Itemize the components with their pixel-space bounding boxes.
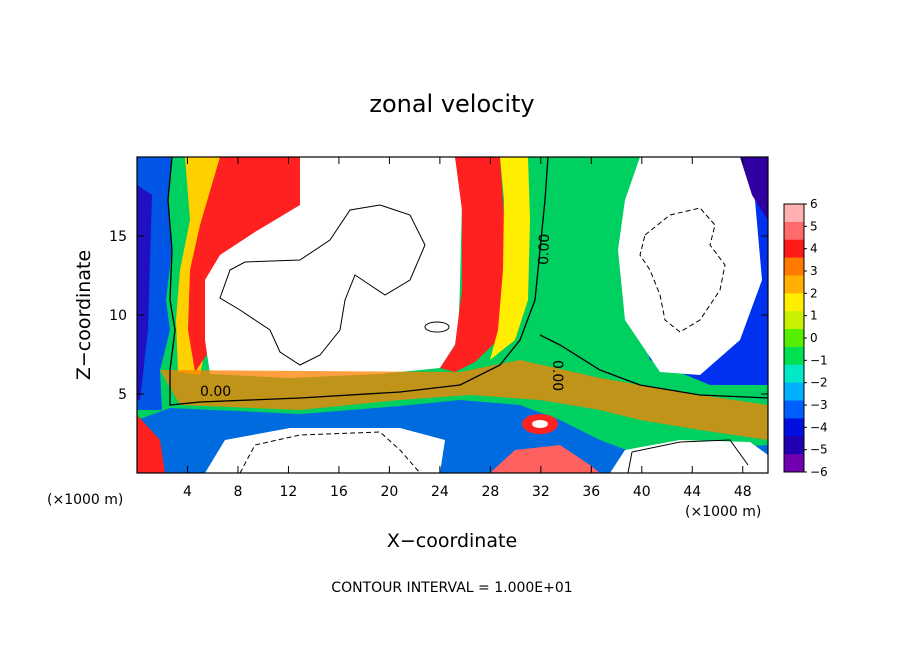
bottom-calm-region	[205, 428, 445, 473]
x-tick-label: 20	[380, 484, 398, 500]
contour-label: 0.00	[536, 233, 553, 265]
x-tick-label: 12	[280, 484, 298, 500]
mid-bottom-warm-features	[490, 445, 600, 473]
colorbar-swatch	[784, 239, 804, 259]
colorbar-swatch	[784, 364, 804, 384]
central-plume-yellow	[490, 157, 530, 360]
colorbar-label: −1	[810, 353, 828, 367]
closed-contour-center	[219, 204, 426, 366]
x-tick-label: 24	[431, 484, 449, 500]
colorbar-swatch	[784, 311, 804, 330]
x-tick-label: 16	[330, 484, 348, 500]
colorbar-swatch	[784, 204, 804, 223]
small-contour-loop	[424, 321, 450, 333]
right-calm-region	[618, 157, 762, 375]
colorbar-swatch	[784, 400, 804, 419]
colorbar-swatch	[784, 436, 804, 455]
y-tick-label: 5	[118, 387, 127, 403]
x-tick-label: 44	[683, 484, 701, 500]
x-tick-label: 48	[734, 484, 752, 500]
colorbar-label: −3	[810, 398, 828, 412]
contour-label: 0.00	[200, 384, 231, 400]
colorbar-label: 5	[810, 219, 818, 233]
colorbar-swatch	[784, 257, 804, 276]
colorbar-swatch	[784, 221, 804, 241]
left-edge-band	[137, 185, 152, 400]
colorbar-label: 0	[810, 331, 818, 345]
x-tick-label: 8	[233, 484, 242, 500]
x-axis-label: X−coordinate	[387, 530, 517, 552]
chart-title: zonal velocity	[369, 90, 534, 118]
colorbar-swatch	[784, 275, 804, 294]
x-tick-label: 4	[183, 484, 192, 500]
colorbar-label: −2	[810, 376, 828, 390]
colorbar: 6 5 4 3 2 1 0 −1 −2 −3 −4 −5 −6	[783, 197, 828, 479]
lower-warm-band	[160, 360, 768, 440]
zero-contour-left	[167, 157, 549, 406]
colorbar-swatch	[784, 293, 804, 312]
colorbar-swatch	[784, 454, 804, 473]
dashed-contour-right	[639, 207, 726, 333]
colorbar-label: −4	[810, 420, 828, 434]
x-tick-label: 32	[532, 484, 550, 500]
colorbar-label: 6	[810, 197, 818, 211]
x-tick-label: 28	[481, 484, 499, 500]
y-axis-ticks: 5 10 15	[109, 229, 768, 403]
y-tick-label: 15	[109, 229, 127, 245]
central-calm-region	[205, 157, 462, 378]
bottom-left-warm-patch	[137, 415, 165, 473]
solid-contour-bottom-right	[627, 439, 749, 473]
colorbar-label: −6	[810, 465, 828, 479]
y-axis-label: Z−coordinate	[73, 250, 95, 380]
contour-label: 0.00	[549, 360, 565, 391]
central-warm-plume	[440, 157, 505, 372]
y-axis-unit: (×1000 m)	[47, 492, 123, 508]
contour-interval-note: CONTOUR INTERVAL = 1.000E+01	[331, 580, 572, 596]
colorbar-label: 1	[810, 309, 818, 323]
colorbar-swatch	[784, 382, 804, 402]
x-tick-label: 40	[633, 484, 651, 500]
right-edge-purple	[740, 157, 768, 220]
colorbar-swatch	[784, 346, 804, 366]
colorbar-swatch	[784, 418, 804, 437]
warm-eddy-core	[532, 420, 548, 428]
colorbar-label: −5	[810, 443, 828, 457]
colorbar-label: 2	[810, 286, 818, 300]
x-tick-label: 36	[582, 484, 600, 500]
y-tick-label: 10	[109, 308, 127, 324]
x-axis-unit: (×1000 m)	[685, 504, 761, 520]
zero-contour-mid	[539, 334, 768, 399]
x-axis-ticks: 4 8 12 16 20 24 28 32 36 40 44 48	[183, 157, 752, 500]
colorbar-swatch	[784, 329, 804, 348]
colorbar-label: 4	[810, 242, 818, 256]
colorbar-label: 3	[810, 264, 818, 278]
dashed-contour-bottom	[239, 431, 421, 473]
velocity-field	[137, 157, 768, 473]
